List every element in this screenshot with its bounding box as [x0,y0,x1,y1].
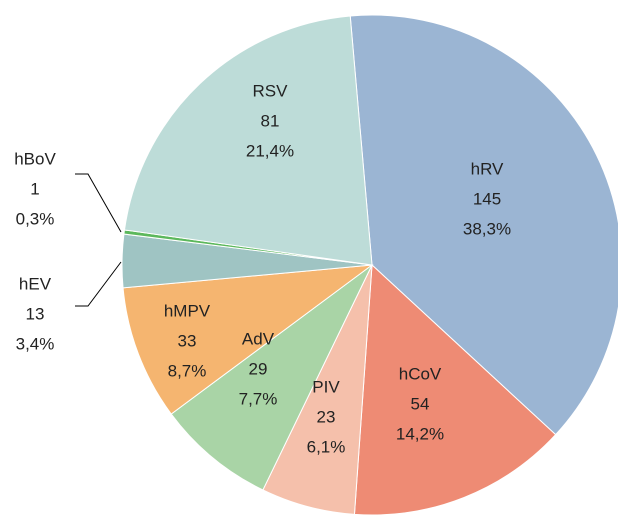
slice-label: hCoV [399,364,442,383]
slice-label: hMPV [164,301,211,320]
slice-share: 21,4% [246,141,294,160]
slice-value: 81 [261,111,280,130]
slice-label: hRV [471,159,504,178]
slice-label: AdV [242,329,275,348]
slice-share: 38,3% [463,219,511,238]
pie-slice [123,15,373,266]
pie-slice [122,264,374,415]
leader-line [75,261,122,307]
slice-value: 23 [317,407,336,426]
slice-label: PIV [312,377,340,396]
slice-value: 1 [30,179,39,198]
slice-value: 33 [178,331,197,350]
slice-value: 13 [26,304,45,323]
slice-label: hEV [19,274,52,293]
slice-share: 14,2% [396,424,444,443]
slice-share: 7,7% [239,389,278,408]
pie-slice [349,14,618,436]
slice-value: 54 [411,394,430,413]
slice-value: 29 [249,359,268,378]
slice-share: 3,4% [16,334,55,353]
slice-share: 6,1% [307,437,346,456]
leader-line [75,173,122,233]
slice-value: 145 [473,189,501,208]
slice-share: 8,7% [168,361,207,380]
slice-label: hBoV [14,149,56,168]
slice-label: RSV [253,81,289,100]
slice-share: 0,3% [16,209,55,228]
pie-slice [170,264,373,491]
